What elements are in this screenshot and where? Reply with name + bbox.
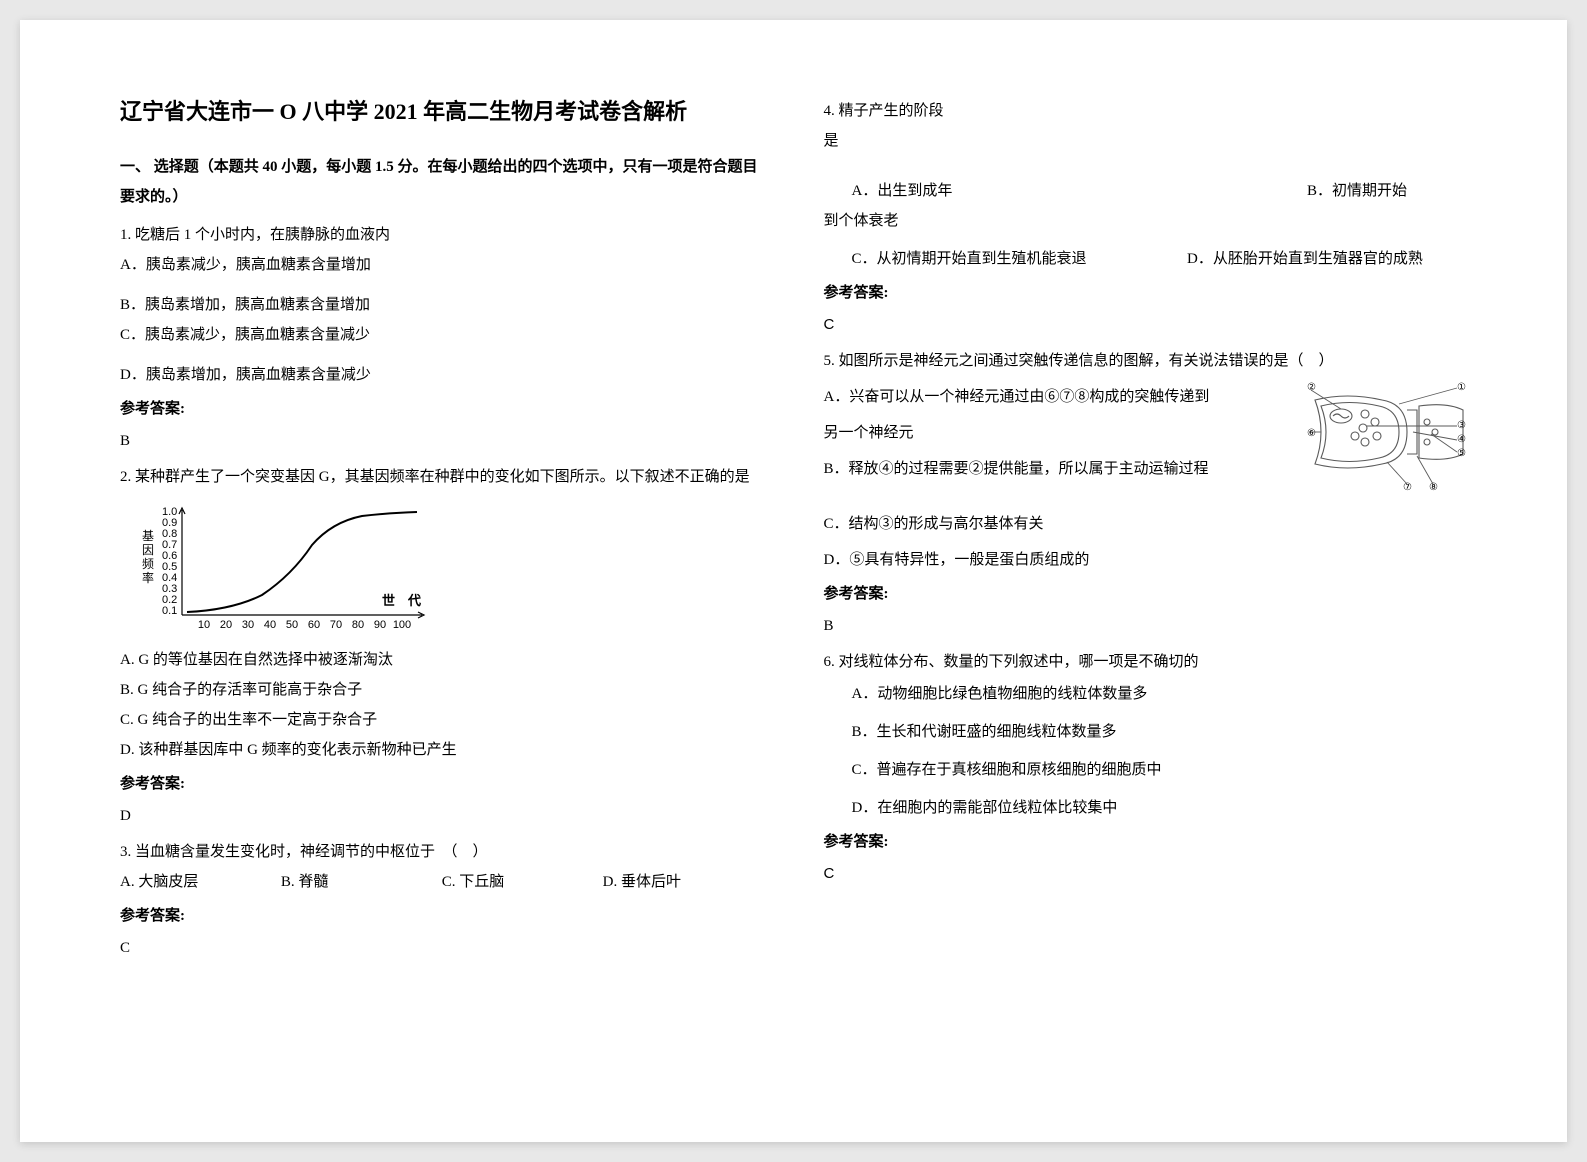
- option-a: A. 大脑皮层: [120, 867, 281, 897]
- svg-text:10: 10: [198, 619, 210, 630]
- question-stem: 3. 当血糖含量发生变化时，神经调节的中枢位于 （ ）: [120, 837, 764, 867]
- left-column: 辽宁省大连市一 O 八中学 2021 年高二生物月考试卷含解析 一、 选择题（本…: [120, 90, 764, 1072]
- option-a-part2: 另一个神经元: [824, 418, 1298, 448]
- svg-text:⑥: ⑥: [1307, 428, 1316, 439]
- svg-text:70: 70: [330, 619, 342, 630]
- question-4: 4. 精子产生的阶段 是 A．出生到成年 B．初情期开始 到个体衰老 C．从初情…: [824, 96, 1468, 340]
- answer-label: 参考答案:: [824, 579, 1468, 609]
- synapse-diagram: ① ② ③ ④ ⑤ ⑥ ⑦ ⑧: [1307, 382, 1467, 503]
- question-stem: 2. 某种群产生了一个突变基因 G，其基因频率在种群中的变化如下图所示。以下叙述…: [120, 462, 764, 492]
- question-stem: 5. 如图所示是神经元之间通过突触传递信息的图解，有关说法错误的是（ ）: [824, 346, 1468, 376]
- option-d: D．从胚胎开始直到生殖器官的成熟: [1187, 244, 1467, 274]
- svg-text:频: 频: [142, 557, 154, 571]
- svg-text:世 代: 世 代: [382, 593, 421, 608]
- answer-label: 参考答案:: [120, 769, 764, 799]
- question-5: 5. 如图所示是神经元之间通过突触传递信息的图解，有关说法错误的是（ ） A．兴…: [824, 346, 1468, 641]
- svg-text:90: 90: [374, 619, 386, 630]
- option-b: B. G 纯合子的存活率可能高于杂合子: [120, 675, 764, 705]
- option-c: C．从初情期开始直到生殖机能衰退: [824, 244, 1188, 274]
- svg-text:100: 100: [393, 619, 411, 630]
- question-6: 6. 对线粒体分布、数量的下列叙述中，哪一项是不确切的 A．动物细胞比绿色植物细…: [824, 647, 1468, 889]
- svg-text:①: ①: [1457, 382, 1466, 393]
- question-stem: 1. 吃糖后 1 个小时内，在胰静脉的血液内: [120, 220, 764, 250]
- answer-label: 参考答案:: [824, 827, 1468, 857]
- answer-value: B: [824, 611, 1468, 641]
- svg-text:③: ③: [1457, 420, 1466, 431]
- svg-text:率: 率: [142, 570, 154, 585]
- answer-value: C: [120, 933, 764, 963]
- exam-title: 辽宁省大连市一 O 八中学 2021 年高二生物月考试卷含解析: [120, 90, 764, 134]
- option-a: A．出生到成年: [824, 176, 1308, 206]
- option-d: D．⑤具有特异性，一般是蛋白质组成的: [824, 545, 1468, 575]
- answer-value: B: [120, 426, 764, 456]
- option-d: D. 垂体后叶: [603, 867, 764, 897]
- answer-label: 参考答案:: [824, 278, 1468, 308]
- svg-text:40: 40: [264, 619, 276, 630]
- option-c: C. G 纯合子的出生率不一定高于杂合子: [120, 705, 764, 735]
- answer-label: 参考答案:: [120, 394, 764, 424]
- question-2: 2. 某种群产生了一个突变基因 G，其基因频率在种群中的变化如下图所示。以下叙述…: [120, 462, 764, 831]
- answer-label: 参考答案:: [120, 901, 764, 931]
- svg-text:⑦: ⑦: [1403, 482, 1412, 492]
- svg-text:⑧: ⑧: [1429, 482, 1438, 492]
- option-d: D．在细胞内的需能部位线粒体比较集中: [824, 793, 1468, 823]
- option-a: A. G 的等位基因在自然选择中被逐渐淘汰: [120, 645, 764, 675]
- option-a: A．动物细胞比绿色植物细胞的线粒体数量多: [824, 679, 1468, 709]
- question-stem-line1: 4. 精子产生的阶段: [824, 96, 1468, 126]
- svg-text:30: 30: [242, 619, 254, 630]
- answer-value: D: [120, 801, 764, 831]
- exam-page: 辽宁省大连市一 O 八中学 2021 年高二生物月考试卷含解析 一、 选择题（本…: [20, 20, 1567, 1142]
- svg-text:因: 因: [142, 543, 154, 557]
- option-b: B．生长和代谢旺盛的细胞线粒体数量多: [824, 717, 1468, 747]
- option-c: C. 下丘脑: [442, 867, 603, 897]
- svg-text:基: 基: [142, 529, 154, 543]
- option-d: D. 该种群基因库中 G 频率的变化表示新物种已产生: [120, 735, 764, 765]
- right-column: 4. 精子产生的阶段 是 A．出生到成年 B．初情期开始 到个体衰老 C．从初情…: [824, 90, 1468, 1072]
- options-row: A. 大脑皮层 B. 脊髓 C. 下丘脑 D. 垂体后叶: [120, 867, 764, 897]
- answer-value: C: [824, 310, 1468, 340]
- question-stem-line2: 是: [824, 126, 1468, 156]
- option-b: B．释放④的过程需要②提供能量，所以属于主动运输过程: [824, 454, 1298, 484]
- question-1: 1. 吃糖后 1 个小时内，在胰静脉的血液内 A．胰岛素减少，胰高血糖素含量增加…: [120, 220, 764, 456]
- svg-text:50: 50: [286, 619, 298, 630]
- question-3: 3. 当血糖含量发生变化时，神经调节的中枢位于 （ ） A. 大脑皮层 B. 脊…: [120, 837, 764, 963]
- gene-frequency-chart: 1.0 0.9 0.8 0.7 0.6 0.5 0.4 0.3 0.2 0.1 …: [132, 500, 764, 641]
- option-c: C．胰岛素减少，胰高血糖素含量减少: [120, 320, 764, 350]
- diagram-svg: ① ② ③ ④ ⑤ ⑥ ⑦ ⑧: [1307, 382, 1467, 492]
- section-heading: 一、 选择题（本题共 40 小题，每小题 1.5 分。在每小题给出的四个选项中，…: [120, 152, 764, 212]
- svg-text:0.1: 0.1: [162, 605, 177, 617]
- option-d: D．胰岛素增加，胰高血糖素含量减少: [120, 360, 764, 390]
- chart-svg: 1.0 0.9 0.8 0.7 0.6 0.5 0.4 0.3 0.2 0.1 …: [132, 500, 432, 630]
- option-c: C．结构③的形成与高尔基体有关: [824, 509, 1468, 539]
- svg-text:80: 80: [352, 619, 364, 630]
- option-c: C．普遍存在于真核细胞和原核细胞的细胞质中: [824, 755, 1468, 785]
- option-b: B．胰岛素增加，胰高血糖素含量增加: [120, 290, 764, 320]
- question-stem: 6. 对线粒体分布、数量的下列叙述中，哪一项是不确切的: [824, 647, 1468, 677]
- svg-text:20: 20: [220, 619, 232, 630]
- svg-text:②: ②: [1307, 382, 1316, 393]
- option-b: B. 脊髓: [281, 867, 442, 897]
- svg-text:④: ④: [1457, 434, 1466, 445]
- answer-value: C: [824, 859, 1468, 889]
- svg-text:⑤: ⑤: [1457, 448, 1466, 459]
- option-a-part1: A．兴奋可以从一个神经元通过由⑥⑦⑧构成的突触传递到: [824, 382, 1298, 412]
- option-b-part1: B．初情期开始: [1307, 176, 1467, 206]
- option-a: A．胰岛素减少，胰高血糖素含量增加: [120, 250, 764, 280]
- svg-text:60: 60: [308, 619, 320, 630]
- option-b-part2: 到个体衰老: [824, 206, 1468, 236]
